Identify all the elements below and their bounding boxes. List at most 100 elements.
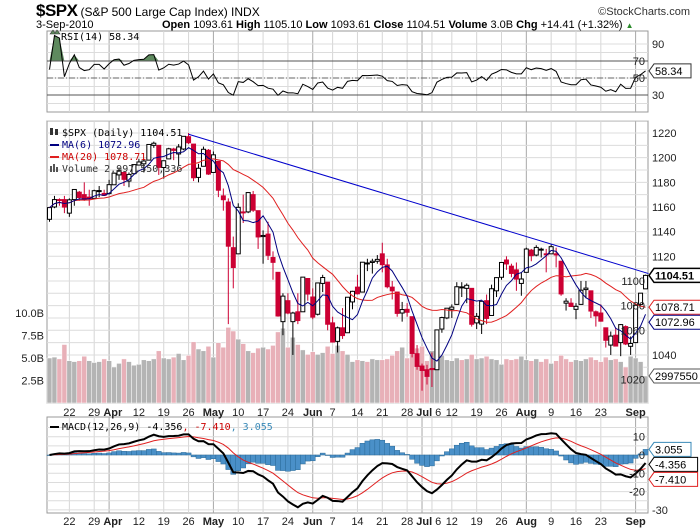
macd-legend: MACD(12,26,9) -4.356, -7.410, 3.055	[62, 422, 273, 433]
macd-tick-label: -20	[629, 487, 645, 499]
volume-bar	[156, 350, 162, 404]
volume-bar	[578, 360, 584, 404]
quote-line: 3-Sep-2010 Open 1093.61 High 1105.10 Low…	[36, 19, 696, 32]
x-tick-label: 10	[232, 407, 244, 419]
macd-histogram-bar	[205, 454, 212, 460]
volume-bar	[61, 344, 68, 404]
candle-body	[469, 287, 475, 325]
candle-body	[444, 307, 450, 319]
candle-body	[295, 311, 301, 322]
volume-bar	[165, 358, 172, 404]
macd-histogram-bar	[533, 446, 540, 456]
candle-body	[399, 309, 405, 314]
macd-histogram-bar	[404, 454, 410, 456]
volume-bar	[275, 331, 281, 404]
macd-histogram-bar	[389, 445, 395, 456]
candle-body	[429, 368, 435, 371]
macd-histogram-bar	[175, 452, 182, 456]
volume-bar	[548, 363, 554, 404]
volume-bar	[642, 375, 649, 404]
candle-body	[394, 291, 400, 314]
value-tags: 58.34 1104.51 1078.71 1072.96 2997550 3.055 -4…	[648, 63, 700, 487]
x-tick-label: 10	[232, 516, 244, 528]
price-tick-label: 1080	[621, 301, 645, 313]
price-tick-label: 1100	[621, 276, 645, 288]
price-tick-label: 1220	[652, 128, 676, 140]
price-tick-label: 1040	[652, 350, 676, 362]
volume-bar	[508, 359, 515, 404]
macd-histogram-bar	[424, 454, 430, 467]
volume-bar	[399, 346, 405, 404]
volume-icon	[50, 164, 58, 172]
low-value: 1093.61	[330, 19, 371, 31]
candle-body	[250, 194, 256, 211]
panel-frame	[46, 30, 649, 113]
x-tick-label: May	[203, 407, 225, 419]
price-tick-label: 1020	[621, 375, 645, 387]
macd-histogram-bar	[160, 452, 167, 456]
chg-label: Chg	[516, 19, 538, 31]
candle-body	[91, 190, 97, 199]
quote-date: 3-Sep-2010	[36, 19, 94, 31]
candle-body	[633, 304, 639, 344]
volume-bar	[533, 358, 540, 404]
macd-histogram-bar	[463, 442, 470, 456]
volume-bar	[190, 341, 197, 404]
volume-bar	[126, 361, 132, 404]
ma6-value-tag: 1072.96	[655, 317, 695, 329]
volume-bar	[66, 360, 73, 404]
x-tick-label: 28	[401, 407, 413, 419]
volume-label: Volume	[448, 19, 488, 31]
macd-histogram-bar	[364, 440, 371, 456]
macd-histogram-bar	[210, 454, 217, 460]
volume-bar	[324, 346, 331, 404]
macd-histogram-bar	[627, 454, 634, 464]
candle-body	[553, 253, 559, 256]
candle-body	[613, 334, 619, 347]
macd-histogram-bar	[449, 448, 455, 456]
volume-bar	[404, 357, 410, 404]
volume-bar	[478, 357, 485, 404]
stockcharts-credit[interactable]: ©StockCharts.com	[598, 6, 690, 18]
macd-histogram-bar	[632, 454, 639, 459]
rsi-tick-label: 90	[652, 39, 664, 51]
x-tick-label: Jun	[303, 407, 323, 419]
volume-tick-label: 2.5B	[21, 376, 44, 388]
candle-body	[235, 206, 241, 255]
x-tick-label: 7	[330, 516, 336, 528]
candle-body	[200, 148, 206, 167]
x-tick-label: 12	[446, 407, 458, 419]
macd-legend-signal: -7.410	[194, 422, 230, 433]
candle-body	[523, 248, 529, 273]
macd-histogram-bar	[374, 439, 381, 456]
x-tick-label: 28	[401, 516, 413, 528]
candle-body	[76, 191, 82, 198]
candle-body	[111, 172, 117, 186]
open-label: Open	[162, 19, 191, 31]
rsi-tick-label: 50	[633, 73, 645, 85]
x-tick-label: Apr	[103, 516, 123, 528]
macd-histogram-bar	[101, 453, 107, 456]
macd-histogram-bar	[429, 454, 435, 467]
candle-body	[439, 317, 445, 330]
candle-body	[384, 264, 390, 288]
volume-bar	[121, 358, 127, 404]
volume-bar	[588, 356, 594, 404]
x-tick-label: 24	[282, 516, 294, 528]
volume-bar	[56, 358, 63, 404]
volume-bar	[603, 356, 609, 404]
x-tick-label: 16	[570, 407, 582, 419]
volume-bar	[230, 330, 237, 404]
volume-bar	[225, 327, 232, 404]
candle-body	[340, 327, 346, 337]
macd-histogram-bar	[334, 454, 341, 458]
candle-body	[464, 284, 470, 289]
volume-bar	[563, 358, 569, 404]
macd-histogram-bar	[180, 452, 187, 456]
ma20-value-tag-box	[648, 299, 700, 315]
macd-histogram-bar	[156, 451, 162, 456]
open-value: 1093.61	[193, 19, 233, 31]
volume-bar	[300, 349, 306, 404]
volume-value-tag-box	[648, 368, 700, 384]
volume-bar	[468, 354, 475, 404]
